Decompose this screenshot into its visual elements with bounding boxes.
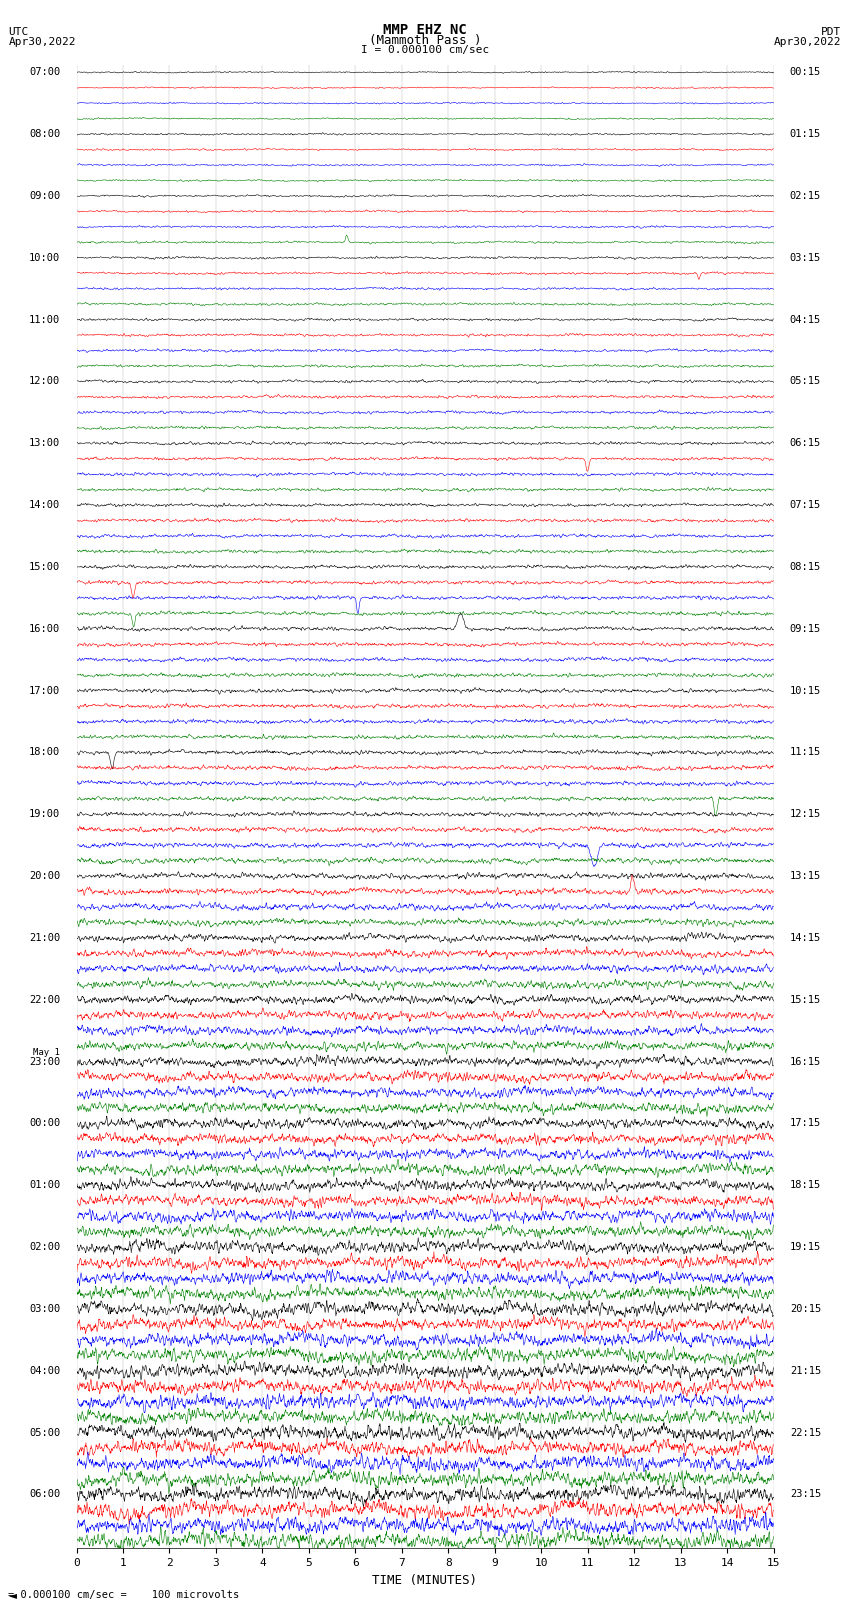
- Text: 00:00: 00:00: [29, 1118, 60, 1129]
- Text: 08:00: 08:00: [29, 129, 60, 139]
- Text: 10:00: 10:00: [29, 253, 60, 263]
- Text: 04:00: 04:00: [29, 1366, 60, 1376]
- Text: = 0.000100 cm/sec =    100 microvolts: = 0.000100 cm/sec = 100 microvolts: [8, 1590, 240, 1600]
- Text: 15:00: 15:00: [29, 561, 60, 573]
- Text: 17:00: 17:00: [29, 686, 60, 695]
- Text: 12:15: 12:15: [790, 810, 821, 819]
- Text: 16:15: 16:15: [790, 1057, 821, 1066]
- Text: 09:00: 09:00: [29, 190, 60, 202]
- Text: 02:00: 02:00: [29, 1242, 60, 1252]
- Text: Apr30,2022: Apr30,2022: [774, 37, 842, 47]
- Text: 14:00: 14:00: [29, 500, 60, 510]
- Text: 11:00: 11:00: [29, 315, 60, 324]
- Text: 01:00: 01:00: [29, 1181, 60, 1190]
- Text: 06:00: 06:00: [29, 1489, 60, 1500]
- Text: 17:15: 17:15: [790, 1118, 821, 1129]
- Text: 08:15: 08:15: [790, 561, 821, 573]
- Text: 00:15: 00:15: [790, 68, 821, 77]
- Text: 05:00: 05:00: [29, 1428, 60, 1437]
- Text: I = 0.000100 cm/sec: I = 0.000100 cm/sec: [361, 45, 489, 55]
- Text: 23:15: 23:15: [790, 1489, 821, 1500]
- Text: 22:15: 22:15: [790, 1428, 821, 1437]
- Text: 19:00: 19:00: [29, 810, 60, 819]
- Text: 15:15: 15:15: [790, 995, 821, 1005]
- Text: May 1: May 1: [33, 1048, 60, 1057]
- Text: ◄: ◄: [8, 1590, 16, 1600]
- Text: 12:00: 12:00: [29, 376, 60, 387]
- Text: 18:15: 18:15: [790, 1181, 821, 1190]
- Text: 21:00: 21:00: [29, 932, 60, 944]
- Text: 07:00: 07:00: [29, 68, 60, 77]
- Text: 19:15: 19:15: [790, 1242, 821, 1252]
- Text: UTC: UTC: [8, 27, 29, 37]
- Text: 11:15: 11:15: [790, 747, 821, 758]
- Text: 01:15: 01:15: [790, 129, 821, 139]
- Text: 09:15: 09:15: [790, 624, 821, 634]
- X-axis label: TIME (MINUTES): TIME (MINUTES): [372, 1574, 478, 1587]
- Text: MMP EHZ NC: MMP EHZ NC: [383, 23, 467, 37]
- Text: 21:15: 21:15: [790, 1366, 821, 1376]
- Text: 16:00: 16:00: [29, 624, 60, 634]
- Text: 13:00: 13:00: [29, 439, 60, 448]
- Text: 02:15: 02:15: [790, 190, 821, 202]
- Text: 20:15: 20:15: [790, 1303, 821, 1315]
- Text: 03:00: 03:00: [29, 1303, 60, 1315]
- Text: 13:15: 13:15: [790, 871, 821, 881]
- Text: Apr30,2022: Apr30,2022: [8, 37, 76, 47]
- Text: 20:00: 20:00: [29, 871, 60, 881]
- Text: 23:00: 23:00: [29, 1057, 60, 1066]
- Text: 06:15: 06:15: [790, 439, 821, 448]
- Text: 05:15: 05:15: [790, 376, 821, 387]
- Text: 04:15: 04:15: [790, 315, 821, 324]
- Text: 14:15: 14:15: [790, 932, 821, 944]
- Text: PDT: PDT: [821, 27, 842, 37]
- Text: 10:15: 10:15: [790, 686, 821, 695]
- Text: 07:15: 07:15: [790, 500, 821, 510]
- Text: 22:00: 22:00: [29, 995, 60, 1005]
- Text: 03:15: 03:15: [790, 253, 821, 263]
- Text: 18:00: 18:00: [29, 747, 60, 758]
- Text: (Mammoth Pass ): (Mammoth Pass ): [369, 34, 481, 47]
